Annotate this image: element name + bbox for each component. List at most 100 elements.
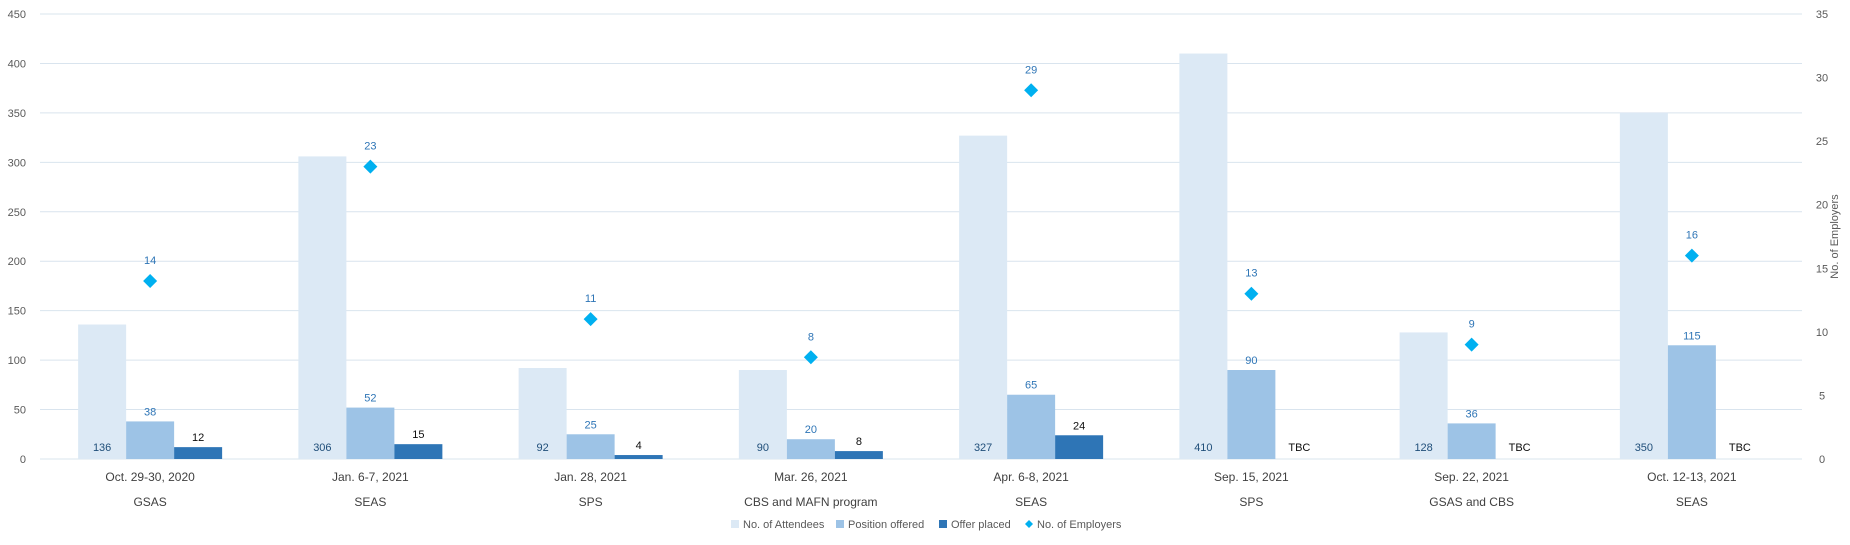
y-left-tick-label: 250 — [8, 207, 26, 219]
employer-data-label: 29 — [1025, 64, 1037, 76]
bar-data-label: 25 — [585, 419, 597, 431]
category-school-label: CBS and MAFN program — [744, 495, 877, 509]
y-left-tick-label: 400 — [8, 58, 26, 70]
bar-offer-placed — [394, 444, 443, 459]
bar-data-label: 327 — [974, 442, 992, 454]
bar-position-offered — [346, 407, 395, 459]
bar-data-label: 136 — [93, 442, 111, 454]
y-left-tick-label: 100 — [8, 355, 26, 367]
y-right-tick-label: 25 — [1816, 136, 1828, 148]
bar-offer-placed — [174, 447, 223, 459]
category-school-label: SEAS — [354, 495, 386, 509]
employer-marker — [1244, 286, 1259, 301]
bar-no-of-attendees — [1179, 53, 1228, 460]
legend-swatch — [836, 520, 844, 528]
bar-data-label: 15 — [412, 429, 424, 441]
y-right-tick-label: 35 — [1816, 9, 1828, 21]
employer-data-label: 14 — [144, 255, 156, 267]
employer-data-label: 13 — [1245, 268, 1257, 280]
bar-position-offered — [126, 421, 175, 459]
bar-data-label: 20 — [805, 424, 817, 436]
bar-data-label: 65 — [1025, 380, 1037, 392]
bar-data-label: 36 — [1466, 408, 1478, 420]
bar-no-of-attendees — [1619, 112, 1668, 459]
category-school-label: SPS — [1239, 495, 1263, 509]
category-school-label: SPS — [579, 495, 603, 509]
category-date-label: Sep. 22, 2021 — [1434, 470, 1509, 484]
bar-data-label: 306 — [313, 442, 331, 454]
y-right-tick-label: 30 — [1816, 73, 1828, 85]
employer-marker — [1464, 337, 1479, 352]
y-left-tick-label: 300 — [8, 157, 26, 169]
bar-data-label: 92 — [537, 442, 549, 454]
legend-swatch — [939, 520, 947, 528]
y-left-tick-label: 150 — [8, 306, 26, 318]
y-left-tick-label: 450 — [8, 9, 26, 21]
bar-data-label: 90 — [1245, 355, 1257, 367]
employer-data-label: 9 — [1469, 319, 1475, 331]
bar-position-offered — [786, 439, 835, 459]
bar-no-of-attendees — [738, 370, 787, 459]
y-right-tick-label: 10 — [1816, 327, 1828, 339]
bar-position-offered — [1667, 345, 1716, 459]
legend-label: Offer placed — [951, 519, 1011, 531]
employer-marker — [143, 274, 158, 288]
y-left-tick-label: 200 — [8, 256, 26, 268]
employer-marker — [583, 312, 598, 327]
bar-data-label: TBC — [1509, 442, 1531, 454]
category-school-label: SEAS — [1015, 495, 1047, 509]
bar-position-offered — [566, 434, 615, 459]
bar-data-label: TBC — [1288, 442, 1310, 454]
bar-offer-placed — [834, 451, 883, 459]
bar-data-label: 24 — [1073, 420, 1085, 432]
bar-data-label: 4 — [636, 440, 642, 452]
bar-no-of-attendees — [959, 135, 1008, 459]
bar-no-of-attendees — [78, 324, 127, 459]
bar-data-label: 38 — [144, 406, 156, 418]
legend-swatch — [731, 520, 739, 528]
bar-data-label: 410 — [1194, 442, 1212, 454]
category-school-label: GSAS and CBS — [1429, 495, 1514, 509]
bar-data-label: 12 — [192, 432, 204, 444]
y-right-axis-title: No. of Employers — [1829, 194, 1841, 279]
y-right-tick-label: 0 — [1819, 454, 1825, 466]
bar-offer-placed — [1055, 435, 1104, 459]
bar-data-label: 128 — [1414, 442, 1432, 454]
employer-data-label: 16 — [1686, 230, 1698, 242]
category-date-label: Sep. 15, 2021 — [1214, 470, 1289, 484]
category-date-label: Apr. 6-8, 2021 — [993, 470, 1069, 484]
legend-label: Position offered — [848, 519, 924, 531]
legend-label: No. of Attendees — [743, 519, 825, 531]
employer-data-label: 11 — [585, 293, 596, 305]
bar-data-label: 90 — [757, 442, 769, 454]
bar-data-label: 8 — [856, 436, 862, 448]
category-date-label: Jan. 28, 2021 — [554, 470, 627, 484]
bar-no-of-attendees — [1399, 332, 1448, 459]
y-left-tick-label: 50 — [14, 405, 26, 417]
employer-marker — [363, 159, 378, 174]
legend-swatch-diamond — [1025, 520, 1033, 528]
bar-data-label: 350 — [1635, 442, 1653, 454]
y-right-tick-label: 20 — [1816, 200, 1828, 212]
employer-marker — [1684, 248, 1699, 263]
bar-no-of-attendees — [518, 368, 567, 459]
bar-position-offered — [1447, 423, 1496, 459]
category-school-label: SEAS — [1676, 495, 1708, 509]
bar-position-offered — [1227, 370, 1276, 459]
employer-marker — [1024, 83, 1039, 98]
category-school-label: GSAS — [133, 495, 166, 509]
category-date-label: Mar. 26, 2021 — [774, 470, 848, 484]
category-date-label: Oct. 29-30, 2020 — [105, 470, 195, 484]
employer-data-label: 23 — [364, 141, 376, 153]
y-left-tick-label: 350 — [8, 108, 26, 120]
category-date-label: Jan. 6-7, 2021 — [332, 470, 409, 484]
bar-offer-placed — [614, 455, 663, 459]
legend-label: No. of Employers — [1037, 519, 1122, 531]
y-left-tick-label: 0 — [20, 454, 26, 466]
bar-data-label: 52 — [364, 393, 376, 405]
employer-data-label: 8 — [808, 331, 814, 343]
employer-marker — [803, 350, 818, 365]
bar-data-label: 115 — [1683, 330, 1701, 342]
bar-no-of-attendees — [298, 156, 347, 459]
